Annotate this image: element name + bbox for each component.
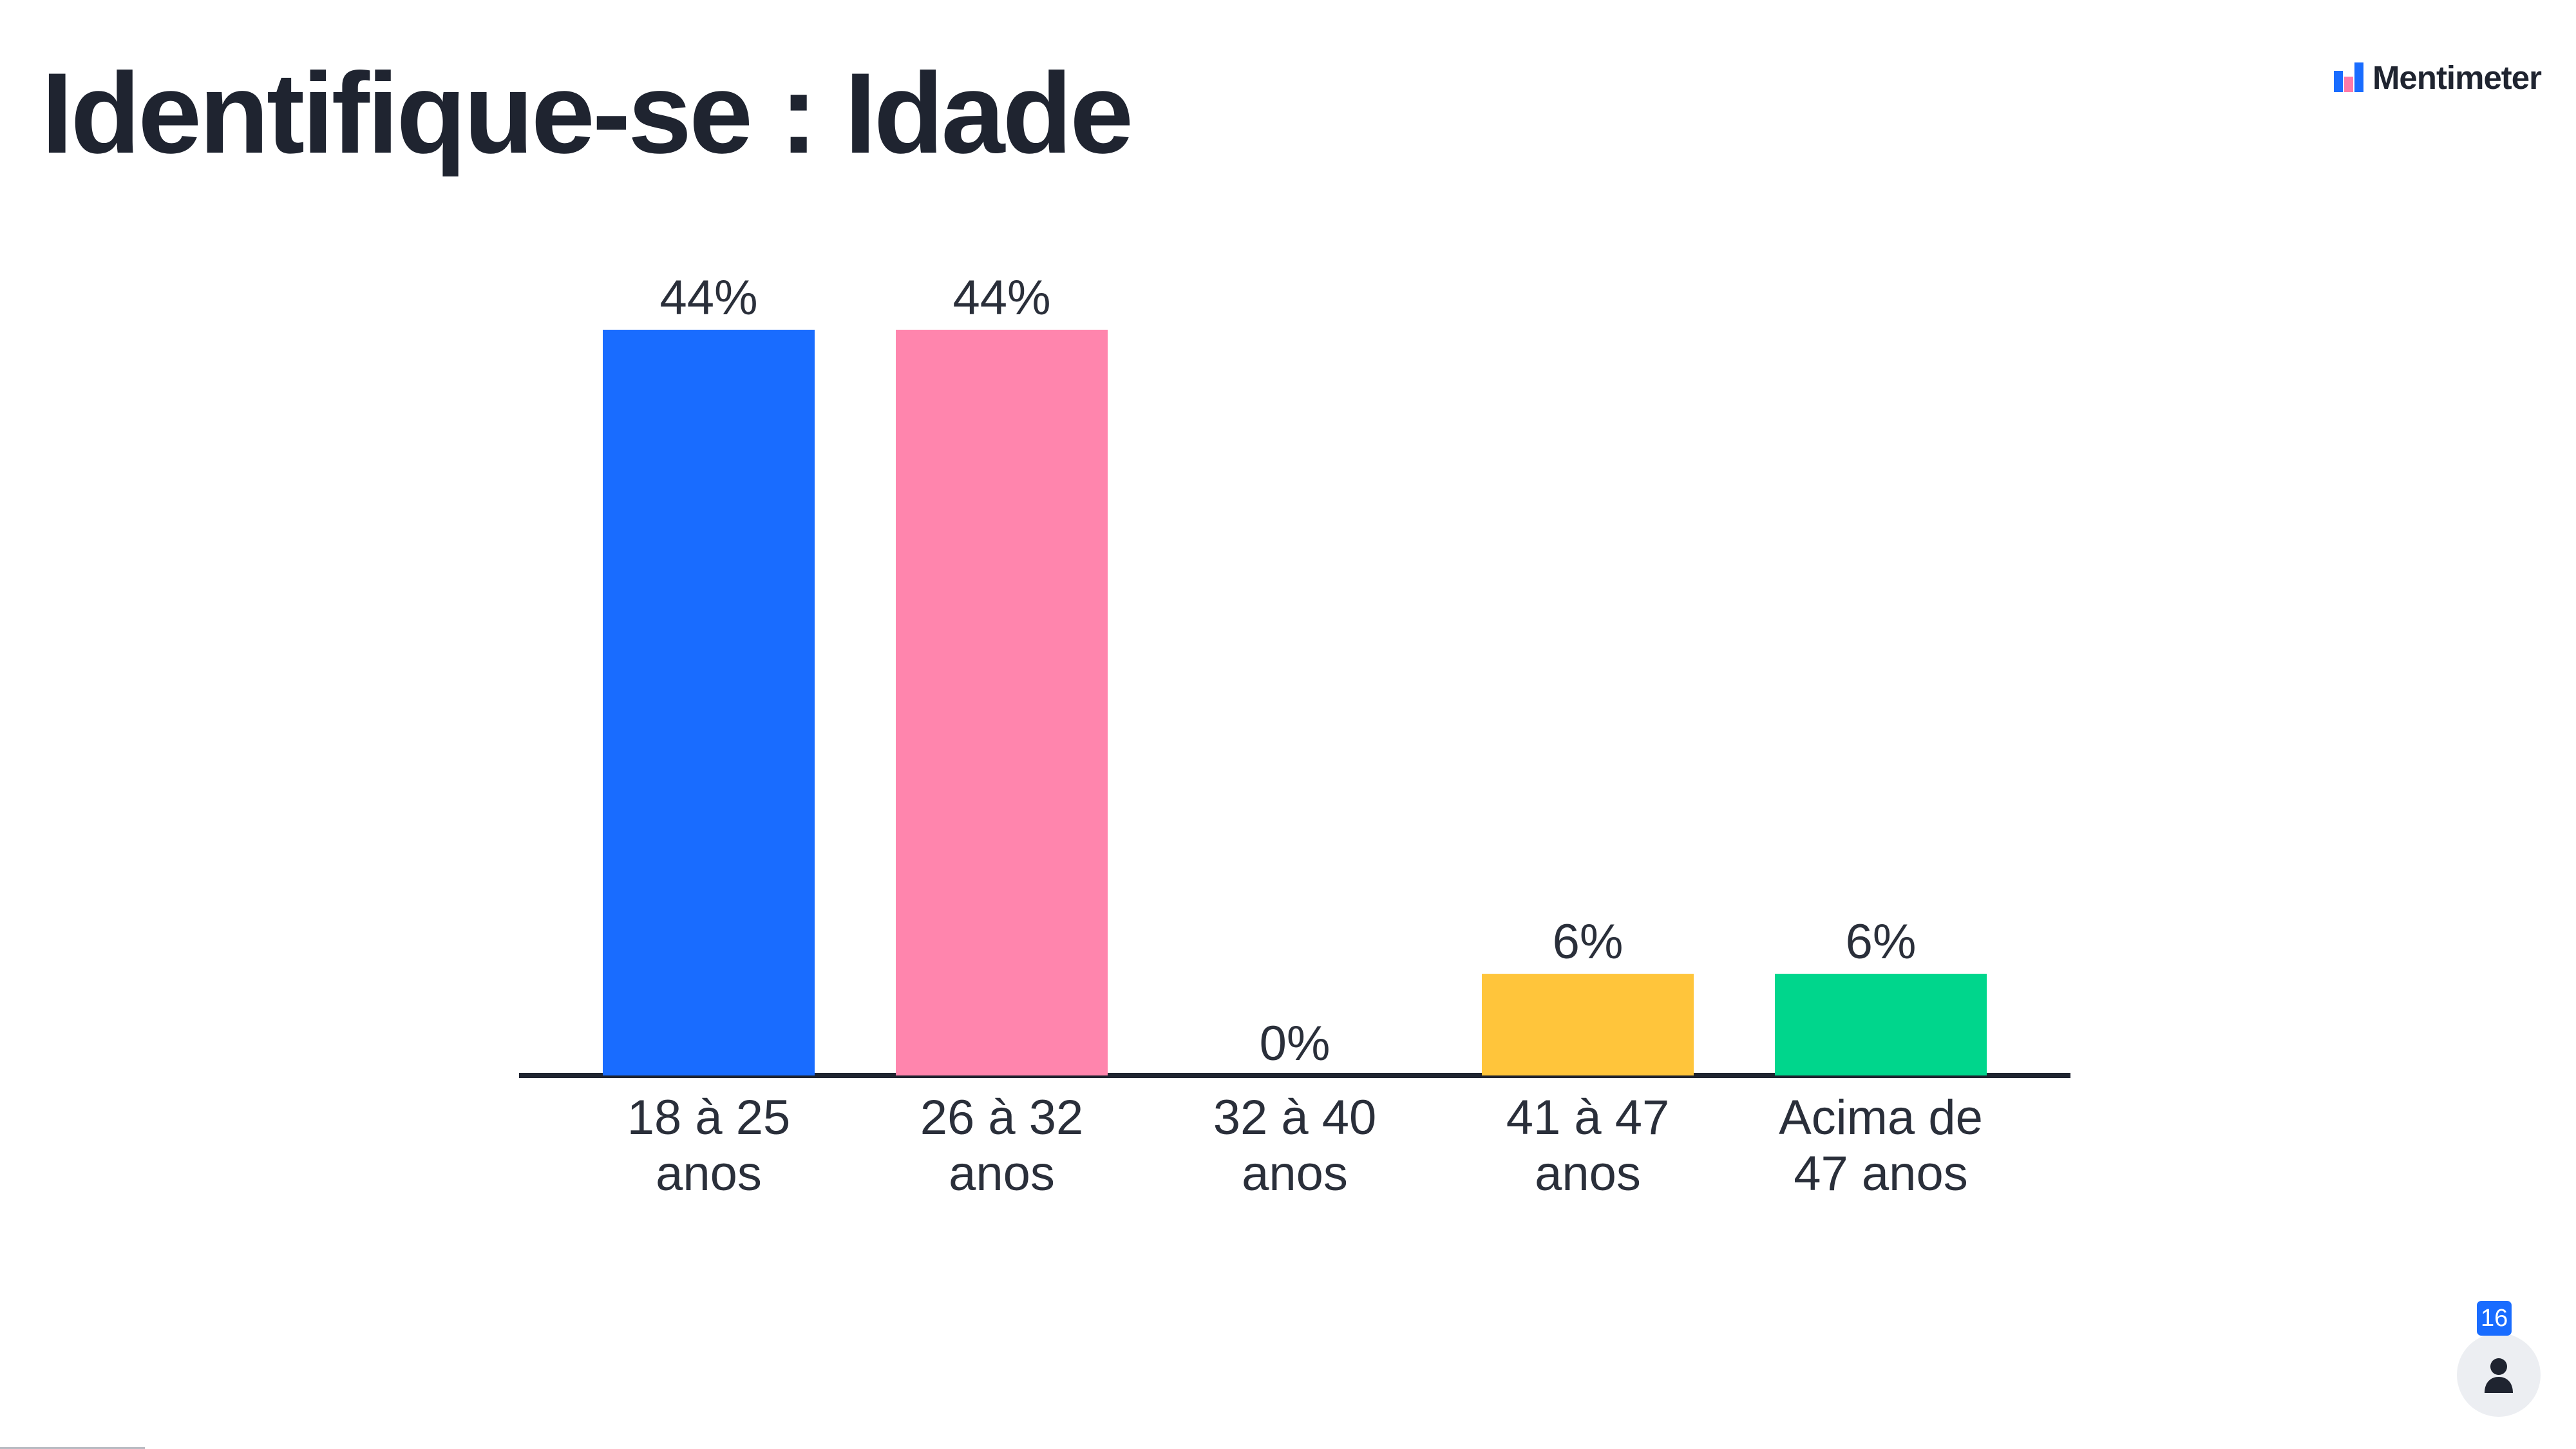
- category-label-1-line-2: anos: [656, 1146, 762, 1201]
- mentimeter-logo-icon: [2333, 62, 2363, 92]
- category-label-1-line-1: 18 à 25: [627, 1090, 791, 1145]
- category-label-3-line-2: anos: [1242, 1146, 1348, 1201]
- user-icon: [2485, 1358, 2513, 1393]
- category-label-2-line-1: 26 à 32: [920, 1090, 1084, 1145]
- bar-1: [603, 330, 815, 1075]
- participants-button[interactable]: [2457, 1333, 2541, 1417]
- bar-value-label-2: 44%: [952, 270, 1050, 325]
- brand-name: Mentimeter: [2372, 59, 2542, 96]
- bar-value-label-5: 6%: [1846, 914, 1917, 969]
- brand-logo: Mentimeter: [2333, 59, 2542, 96]
- category-label-4-line-2: anos: [1535, 1146, 1641, 1201]
- presentation-progress-indicator: [0, 1447, 145, 1449]
- bar-4: [1482, 974, 1694, 1075]
- participants-counter[interactable]: 16: [2457, 1301, 2547, 1417]
- category-label-2-line-2: anos: [949, 1146, 1055, 1201]
- bar-2: [896, 330, 1108, 1075]
- participant-count-badge: 16: [2477, 1301, 2512, 1336]
- page-title: Identifique-se : Idade: [41, 49, 1133, 177]
- category-label-4-line-1: 41 à 47: [1506, 1090, 1670, 1145]
- bar-5: [1775, 974, 1987, 1075]
- category-label-3-line-1: 32 à 40: [1213, 1090, 1377, 1145]
- bar-value-label-1: 44%: [659, 270, 757, 325]
- bar-value-label-4: 6%: [1553, 914, 1624, 969]
- category-label-5-line-1: Acima de: [1779, 1090, 1983, 1145]
- category-label-5-line-2: 47 anos: [1794, 1146, 1967, 1201]
- bar-value-label-3: 0%: [1260, 1016, 1331, 1071]
